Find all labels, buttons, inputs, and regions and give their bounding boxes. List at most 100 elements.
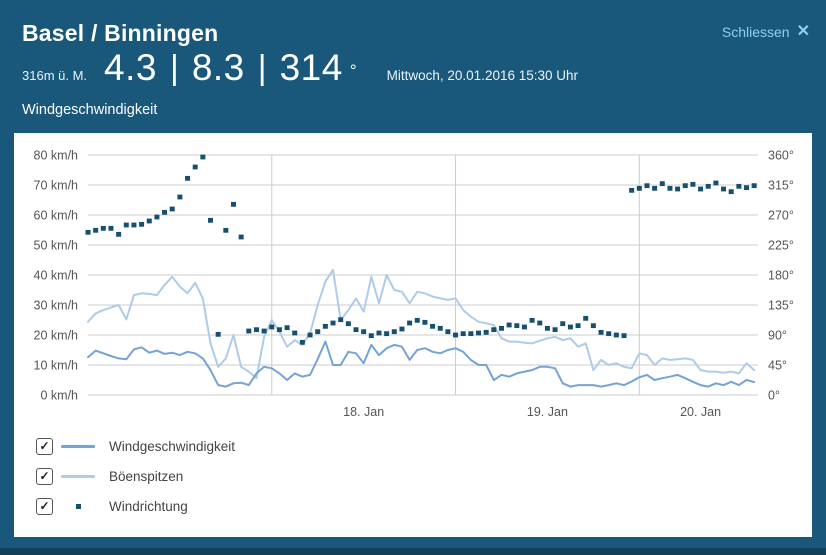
series-dot-windrichtung (223, 227, 229, 233)
series-dot-windrichtung (598, 329, 604, 335)
checkmark-icon: ✓ (39, 499, 50, 513)
series-dot-windrichtung (230, 201, 236, 207)
series-dot-windrichtung (544, 325, 550, 331)
series-dot-windrichtung (590, 323, 596, 329)
series-dot-windrichtung (169, 206, 175, 212)
series-dot-windrichtung (338, 317, 344, 323)
legend-checkbox-boeenspitzen[interactable]: ✓ (36, 467, 53, 485)
series-dot-windrichtung (116, 231, 122, 237)
series-dot-windrichtung (192, 164, 198, 170)
series-dot-windrichtung (713, 180, 719, 186)
series-dot-windrichtung (299, 339, 305, 345)
legend-line-sample-boeenspitzen (61, 474, 95, 478)
series-dot-windrichtung (575, 323, 581, 329)
legend-checkbox-windgeschwindigkeit[interactable]: ✓ (36, 437, 53, 455)
current-conditions: 316m ü. M. 4.3 | 8.3 | 314 ° Mittwoch, 2… (0, 47, 826, 89)
series-dot-windrichtung (261, 328, 267, 334)
series-dot-windrichtung (682, 183, 688, 189)
series-dot-windrichtung (453, 332, 459, 338)
series-dot-windrichtung (215, 331, 221, 337)
series-dot-windrichtung (384, 331, 390, 337)
right-axis-label: 180° (768, 269, 794, 283)
left-axis-label: 10 km/h (34, 359, 79, 373)
x-axis-label: 18. Jan (343, 405, 384, 419)
series-dot-windrichtung (675, 186, 681, 192)
series-dot-windrichtung (636, 185, 642, 191)
right-axis-label: 315° (768, 179, 794, 193)
value-separator: | (257, 49, 267, 87)
close-button[interactable]: Schliessen ✕ (721, 23, 810, 41)
series-dot-windrichtung (368, 333, 374, 339)
series-dot-windrichtung (330, 320, 336, 326)
series-dot-windrichtung (322, 323, 328, 329)
series-dot-windrichtung (736, 183, 742, 189)
legend-row-0: ✓ Windgeschwindigkeit (36, 431, 812, 461)
series-dot-windrichtung (491, 327, 497, 333)
series-dot-windrichtung (100, 225, 106, 231)
series-dot-windrichtung (93, 227, 99, 233)
series-dot-windrichtung (529, 317, 535, 323)
series-dot-windrichtung (521, 324, 527, 330)
series-dot-windrichtung (315, 329, 321, 335)
series-dot-windrichtung (437, 325, 443, 331)
left-axis-label: 80 km/h (34, 149, 79, 163)
left-axis-label: 20 km/h (34, 329, 79, 343)
right-axis-label: 45° (768, 359, 787, 373)
series-dot-windrichtung (728, 189, 734, 195)
series-dot-windrichtung (407, 320, 413, 326)
x-axis-label: 20. Jan (680, 405, 721, 419)
series-dot-windrichtung (85, 229, 91, 235)
series-dot-windrichtung (269, 324, 275, 330)
left-axis-label: 70 km/h (34, 179, 79, 193)
series-dot-windrichtung (345, 321, 351, 327)
legend-label-windrichtung: Windrichtung (109, 498, 188, 514)
right-axis-label: 0° (768, 389, 780, 403)
right-axis-label: 135° (768, 299, 794, 313)
series-dot-windrichtung (744, 185, 750, 191)
series-dot-windrichtung (613, 332, 619, 338)
series-line-windgeschwindigkeit (87, 340, 756, 388)
right-axis-label: 90° (768, 329, 787, 343)
series-dot-windrichtung (139, 221, 145, 227)
current-gust: 8.3 (191, 47, 245, 88)
checkmark-icon: ✓ (39, 439, 50, 453)
left-axis-label: 0 km/h (40, 389, 78, 403)
current-wind-direction: 314 (279, 47, 343, 88)
legend-row-2: ✓ Windrichtung (36, 491, 812, 521)
series-dot-windrichtung (238, 234, 244, 240)
series-dot-windrichtung (292, 330, 298, 336)
series-dot-windrichtung (690, 181, 696, 187)
series-dot-windrichtung (276, 327, 282, 333)
left-axis-label: 40 km/h (34, 269, 79, 283)
series-dot-windrichtung (606, 331, 612, 337)
timestamp: Mittwoch, 20.01.2016 15:30 Uhr (386, 68, 579, 83)
series-dot-windrichtung (185, 175, 191, 181)
wind-chart: 80 km/h 360° 70 km/h 315° 60 km/h 270° 50 km/h… (34, 149, 794, 420)
chart-legend: ✓ Windgeschwindigkeit ✓ Böenspitzen ✓ Wi… (14, 423, 812, 521)
series-dot-windrichtung (200, 154, 206, 160)
series-dot-windrichtung (698, 186, 704, 192)
right-axis-label: 270° (768, 209, 794, 223)
series-dot-windrichtung (652, 185, 658, 191)
legend-dot-sample-windrichtung (75, 503, 81, 509)
legend-label-windgeschwindigkeit: Windgeschwindigkeit (109, 438, 236, 454)
legend-checkbox-windrichtung[interactable]: ✓ (36, 497, 53, 515)
legend-line-sample-windgeschwindigkeit (61, 444, 95, 448)
series-dot-windrichtung (498, 325, 504, 331)
left-axis-label: 30 km/h (34, 299, 79, 313)
series-dot-windrichtung (162, 209, 168, 215)
series-dot-windrichtung (376, 330, 382, 336)
series-dot-windrichtung (629, 187, 635, 193)
series-dot-windrichtung (123, 222, 129, 228)
current-wind-speed: 4.3 (104, 47, 157, 88)
series-dot-windrichtung (621, 333, 627, 339)
series-dot-windrichtung (422, 319, 428, 325)
series-dot-windrichtung (361, 329, 367, 335)
close-button-label: Schliessen (721, 24, 790, 40)
right-axis-label: 360° (768, 149, 794, 163)
series-dot-windrichtung (659, 181, 665, 187)
close-icon: ✕ (796, 23, 810, 40)
left-axis-label: 60 km/h (34, 209, 79, 223)
series-dot-windrichtung (391, 329, 397, 335)
series-line-böenspitzen (87, 268, 756, 380)
